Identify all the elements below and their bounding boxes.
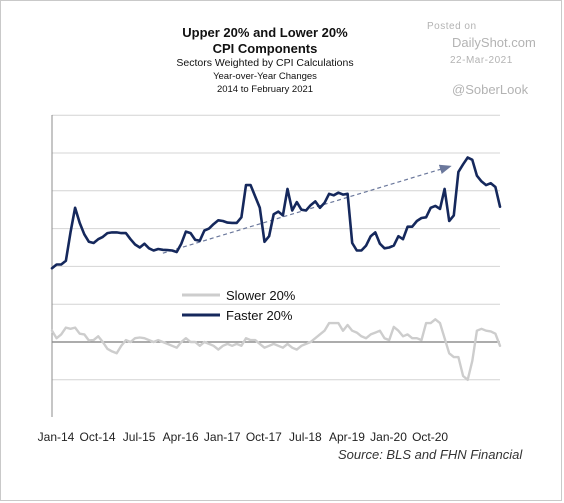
series-line-faster: [50, 156, 502, 270]
legend-label-slower: Slower 20%: [226, 288, 296, 303]
chart-title-line1: Upper 20% and Lower 20%: [182, 25, 348, 40]
x-tick-label: Oct-14: [80, 430, 116, 444]
x-tick-label: Oct-17: [246, 430, 282, 444]
legend: Slower 20% Faster 20%: [182, 288, 296, 323]
watermark-date: 22-Mar-2021: [450, 55, 513, 66]
x-tick-label: Jul-18: [289, 430, 322, 444]
series-line-slower: [50, 318, 502, 381]
x-axis-ticks: Jan-14 Oct-14 Jul-15 Apr-16 Jan-17 Oct-17 Jul-…: [38, 430, 449, 444]
source-note: Source: BLS and FHN Financial: [338, 447, 523, 462]
x-tick-label: Jan-14: [38, 430, 75, 444]
series-lines: [50, 156, 502, 381]
gridlines: [52, 114, 500, 381]
watermark-site: DailyShot.com: [452, 35, 536, 50]
x-tick-label: Jan-17: [204, 430, 241, 444]
watermark-handle: @SoberLook: [452, 82, 529, 97]
watermark-posted-on: Posted on: [427, 21, 477, 32]
chart-subtitle-line2: Year-over-Year Changes: [213, 71, 317, 82]
x-tick-label: Jul-15: [123, 430, 156, 444]
x-tick-label: Apr-19: [329, 430, 365, 444]
chart-subtitle-line1: Sectors Weighted by CPI Calculations: [176, 57, 354, 69]
legend-label-faster: Faster 20%: [226, 308, 293, 323]
chart-subtitle-line3: 2014 to February 2021: [216, 84, 314, 95]
x-tick-label: Apr-16: [163, 430, 199, 444]
x-tick-label: Jan-20: [370, 430, 407, 444]
x-tick-label: Oct-20: [412, 430, 448, 444]
chart-title-line2: CPI Components: [212, 41, 318, 56]
